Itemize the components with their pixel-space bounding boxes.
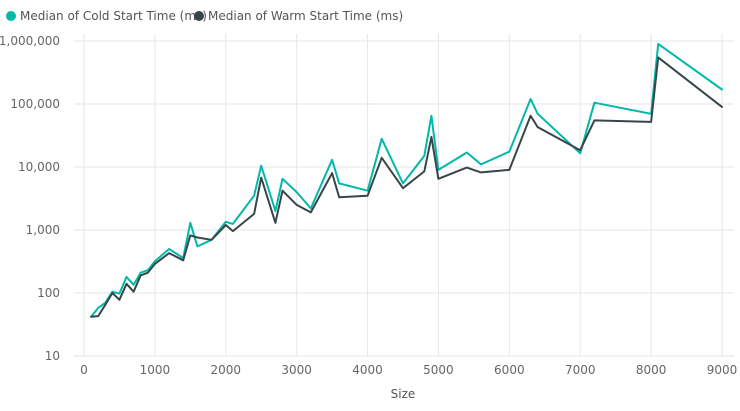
legend: Median of Cold Start Time (ms) Median of… [6, 9, 403, 23]
legend-marker-warm[interactable] [194, 11, 204, 21]
x-tick-label: 2000 [211, 363, 242, 377]
x-tick-label: 8000 [636, 363, 667, 377]
legend-marker-cold[interactable] [6, 11, 16, 21]
y-tick-label: 10,000 [18, 160, 60, 174]
x-tick-label: 3000 [281, 363, 312, 377]
x-axis: 0 1000 2000 3000 4000 5000 6000 7000 8000 9000 [80, 363, 737, 377]
y-tick-label: 1,000 [26, 223, 60, 237]
y-tick-label: 100 [37, 286, 60, 300]
y-tick-label: 100,000 [10, 97, 60, 111]
x-tick-label: 0 [80, 363, 88, 377]
legend-label-cold[interactable]: Median of Cold Start Time (ms) [20, 9, 207, 23]
y-tick-label: 10 [45, 349, 60, 363]
series-line-cold-start[interactable] [90, 42, 723, 318]
series-line-warm-start[interactable] [90, 56, 723, 318]
x-tick-label: 6000 [494, 363, 525, 377]
plot-area [90, 42, 723, 318]
x-tick-label: 4000 [352, 363, 383, 377]
legend-label-warm[interactable]: Median of Warm Start Time (ms) [208, 9, 403, 23]
y-axis: 10 100 1,000 10,000 100,000 1,000,000 [0, 34, 60, 363]
x-tick-label: 7000 [565, 363, 596, 377]
x-tick-label: 1000 [140, 363, 171, 377]
x-tick-label: 5000 [423, 363, 454, 377]
x-axis-title: Size [391, 387, 416, 401]
y-tick-label: 1,000,000 [0, 34, 60, 48]
x-tick-label: 9000 [707, 363, 738, 377]
gridlines [74, 34, 734, 357]
